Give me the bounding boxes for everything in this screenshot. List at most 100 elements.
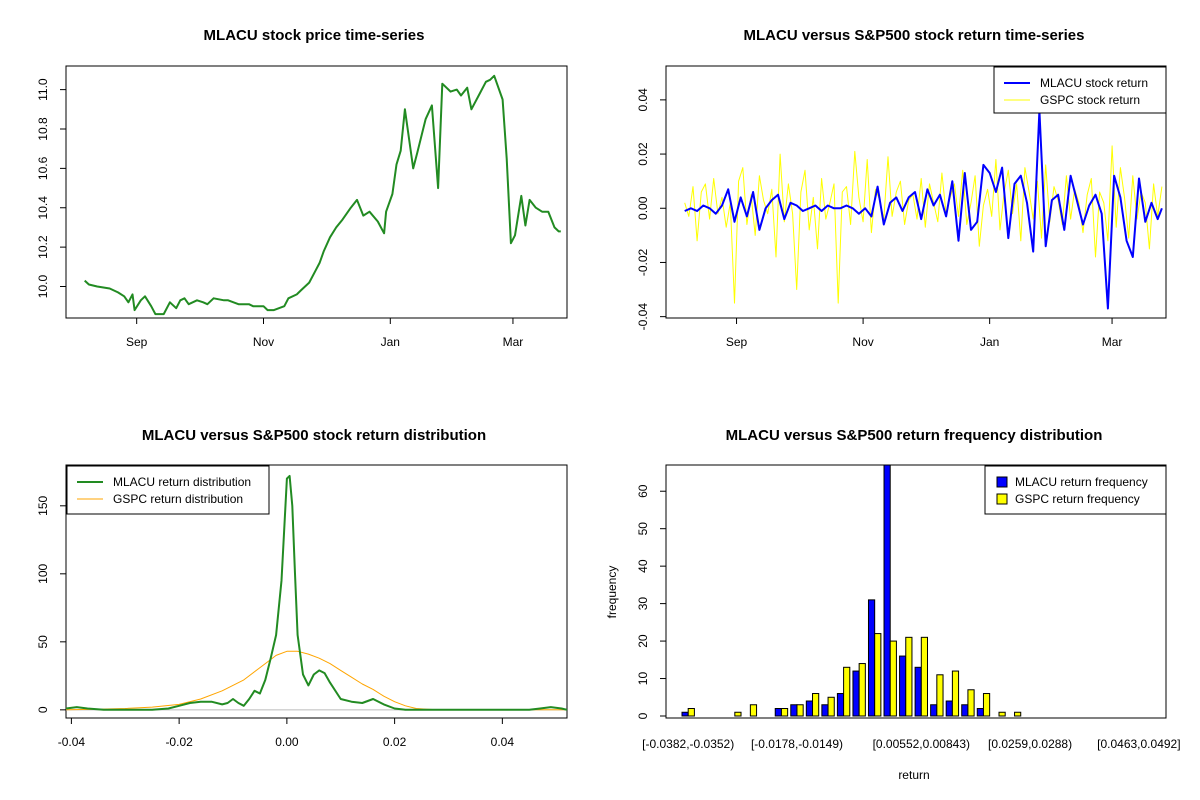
y-tick-label: 50 bbox=[36, 635, 50, 649]
x-tick-label: -0.04 bbox=[58, 735, 86, 749]
y-tick-label: 0.00 bbox=[636, 196, 650, 220]
x-tick-label: Jan bbox=[980, 335, 999, 349]
chart-title-4: MLACU versus S&P500 return frequency dis… bbox=[726, 427, 1103, 444]
bar-gspc bbox=[780, 708, 789, 717]
bar-mlacu bbox=[852, 670, 860, 717]
y-tick-label: 0.02 bbox=[636, 142, 650, 166]
legend-label: MLACU stock return bbox=[1040, 76, 1148, 90]
y-axis-label: frequency bbox=[605, 566, 619, 619]
legend-box bbox=[66, 465, 270, 515]
bar-gspc bbox=[920, 636, 928, 717]
x-tick-label: Mar bbox=[1102, 335, 1123, 349]
bar-mlacu bbox=[883, 464, 891, 717]
chart-title-2: MLACU versus S&P500 stock return time-se… bbox=[744, 27, 1085, 44]
legend-swatch bbox=[996, 476, 1008, 488]
bar-gspc bbox=[1014, 711, 1022, 717]
panel-returns: MLACU versus S&P500 stock return time-se… bbox=[636, 27, 1167, 349]
legend-label: GSPC stock return bbox=[1040, 93, 1140, 107]
gspc-return-line bbox=[684, 145, 1163, 304]
legend-label: GSPC return frequency bbox=[1015, 492, 1140, 506]
x-tick-label: 0.00 bbox=[275, 735, 299, 749]
y-tick-label: 150 bbox=[36, 495, 50, 515]
x-tick-label: [0.0259,0.0288) bbox=[988, 737, 1072, 751]
bar-gspc bbox=[982, 693, 991, 717]
y-tick-label: 40 bbox=[636, 559, 650, 573]
price-line bbox=[84, 74, 561, 316]
x-tick-label: Nov bbox=[253, 335, 274, 349]
bar-mlacu bbox=[681, 711, 689, 717]
y-tick-label: 10 bbox=[636, 672, 650, 686]
bar-gspc bbox=[734, 711, 742, 717]
mlacu-density-line bbox=[65, 474, 568, 711]
bar-gspc bbox=[874, 633, 882, 717]
x-tick-label: 0.04 bbox=[491, 735, 515, 749]
y-tick-label: 20 bbox=[636, 634, 650, 648]
y-tick-label: 10.2 bbox=[36, 235, 50, 259]
y-tick-label: 60 bbox=[636, 484, 650, 498]
y-tick-label: 50 bbox=[636, 522, 650, 536]
bar-gspc bbox=[951, 670, 960, 717]
chart-title-1: MLACU stock price time-series bbox=[204, 27, 425, 44]
legend-swatch bbox=[996, 493, 1008, 505]
bar-gspc bbox=[889, 640, 897, 717]
bar-gspc bbox=[796, 704, 804, 717]
legend-box bbox=[984, 465, 1167, 515]
bar-gspc bbox=[827, 696, 835, 717]
legend-box bbox=[993, 66, 1167, 114]
bar-mlacu bbox=[790, 704, 798, 717]
mlacu-return-line bbox=[684, 109, 1163, 310]
y-tick-label: 10.8 bbox=[36, 117, 50, 141]
y-tick-label: 0.04 bbox=[636, 88, 650, 112]
bar-mlacu bbox=[867, 599, 876, 717]
y-tick-label: 0 bbox=[36, 706, 50, 713]
y-tick-label: 30 bbox=[636, 597, 650, 611]
legend-label: MLACU return distribution bbox=[113, 475, 251, 489]
bar-gspc bbox=[967, 689, 975, 717]
bar-gspc bbox=[749, 704, 758, 717]
bar-mlacu bbox=[976, 708, 984, 717]
x-tick-label: -0.02 bbox=[165, 735, 193, 749]
bar-mlacu bbox=[805, 700, 814, 717]
legend-label: MLACU return frequency bbox=[1015, 475, 1148, 489]
bar-gspc bbox=[936, 674, 944, 717]
y-tick-label: 10.6 bbox=[36, 156, 50, 180]
bar-mlacu bbox=[774, 708, 782, 717]
gspc-density-line bbox=[65, 650, 567, 711]
y-tick-label: 100 bbox=[36, 563, 50, 583]
panel-histogram: MLACU versus S&P500 return frequency dis… bbox=[605, 427, 1181, 782]
bar-mlacu bbox=[821, 704, 829, 717]
x-tick-label: [0.00552,0.00843) bbox=[873, 737, 970, 751]
x-axis-label: return bbox=[898, 768, 929, 782]
x-tick-label: [-0.0382,-0.0352) bbox=[642, 737, 734, 751]
bar-gspc bbox=[998, 711, 1006, 717]
panel-density: MLACU versus S&P500 stock return distrib… bbox=[36, 427, 568, 749]
bar-gspc bbox=[858, 663, 866, 717]
bar-mlacu bbox=[961, 704, 969, 717]
y-tick-label: 11.0 bbox=[36, 78, 50, 101]
x-tick-label: Nov bbox=[852, 335, 873, 349]
bar-mlacu bbox=[930, 704, 938, 717]
y-tick-label: 0 bbox=[636, 712, 650, 719]
bar-mlacu bbox=[836, 693, 845, 717]
y-tick-label: -0.02 bbox=[636, 248, 650, 276]
x-tick-label: Jan bbox=[381, 335, 400, 349]
panel-price: MLACU stock price time-series 10.0 10.2 10.… bbox=[36, 27, 568, 349]
y-tick-label: 10.0 bbox=[36, 274, 50, 298]
x-tick-label: [-0.0178,-0.0149) bbox=[751, 737, 843, 751]
y-tick-label: -0.04 bbox=[636, 303, 650, 331]
bar-gspc bbox=[843, 666, 851, 717]
bar-gspc bbox=[812, 693, 820, 717]
bar-mlacu bbox=[914, 666, 922, 717]
x-tick-label: Sep bbox=[126, 335, 148, 349]
x-tick-label: [0.0463,0.0492] bbox=[1097, 737, 1180, 751]
bar-mlacu bbox=[899, 655, 907, 717]
bar-gspc bbox=[687, 708, 695, 717]
chart-title-3: MLACU versus S&P500 stock return distrib… bbox=[142, 427, 486, 444]
x-tick-label: Mar bbox=[503, 335, 524, 349]
plot-frame-1 bbox=[65, 65, 568, 319]
bar-mlacu bbox=[945, 700, 953, 717]
x-tick-label: 0.02 bbox=[383, 735, 407, 749]
legend-label: GSPC return distribution bbox=[113, 492, 243, 506]
y-tick-label: 10.4 bbox=[36, 196, 50, 220]
